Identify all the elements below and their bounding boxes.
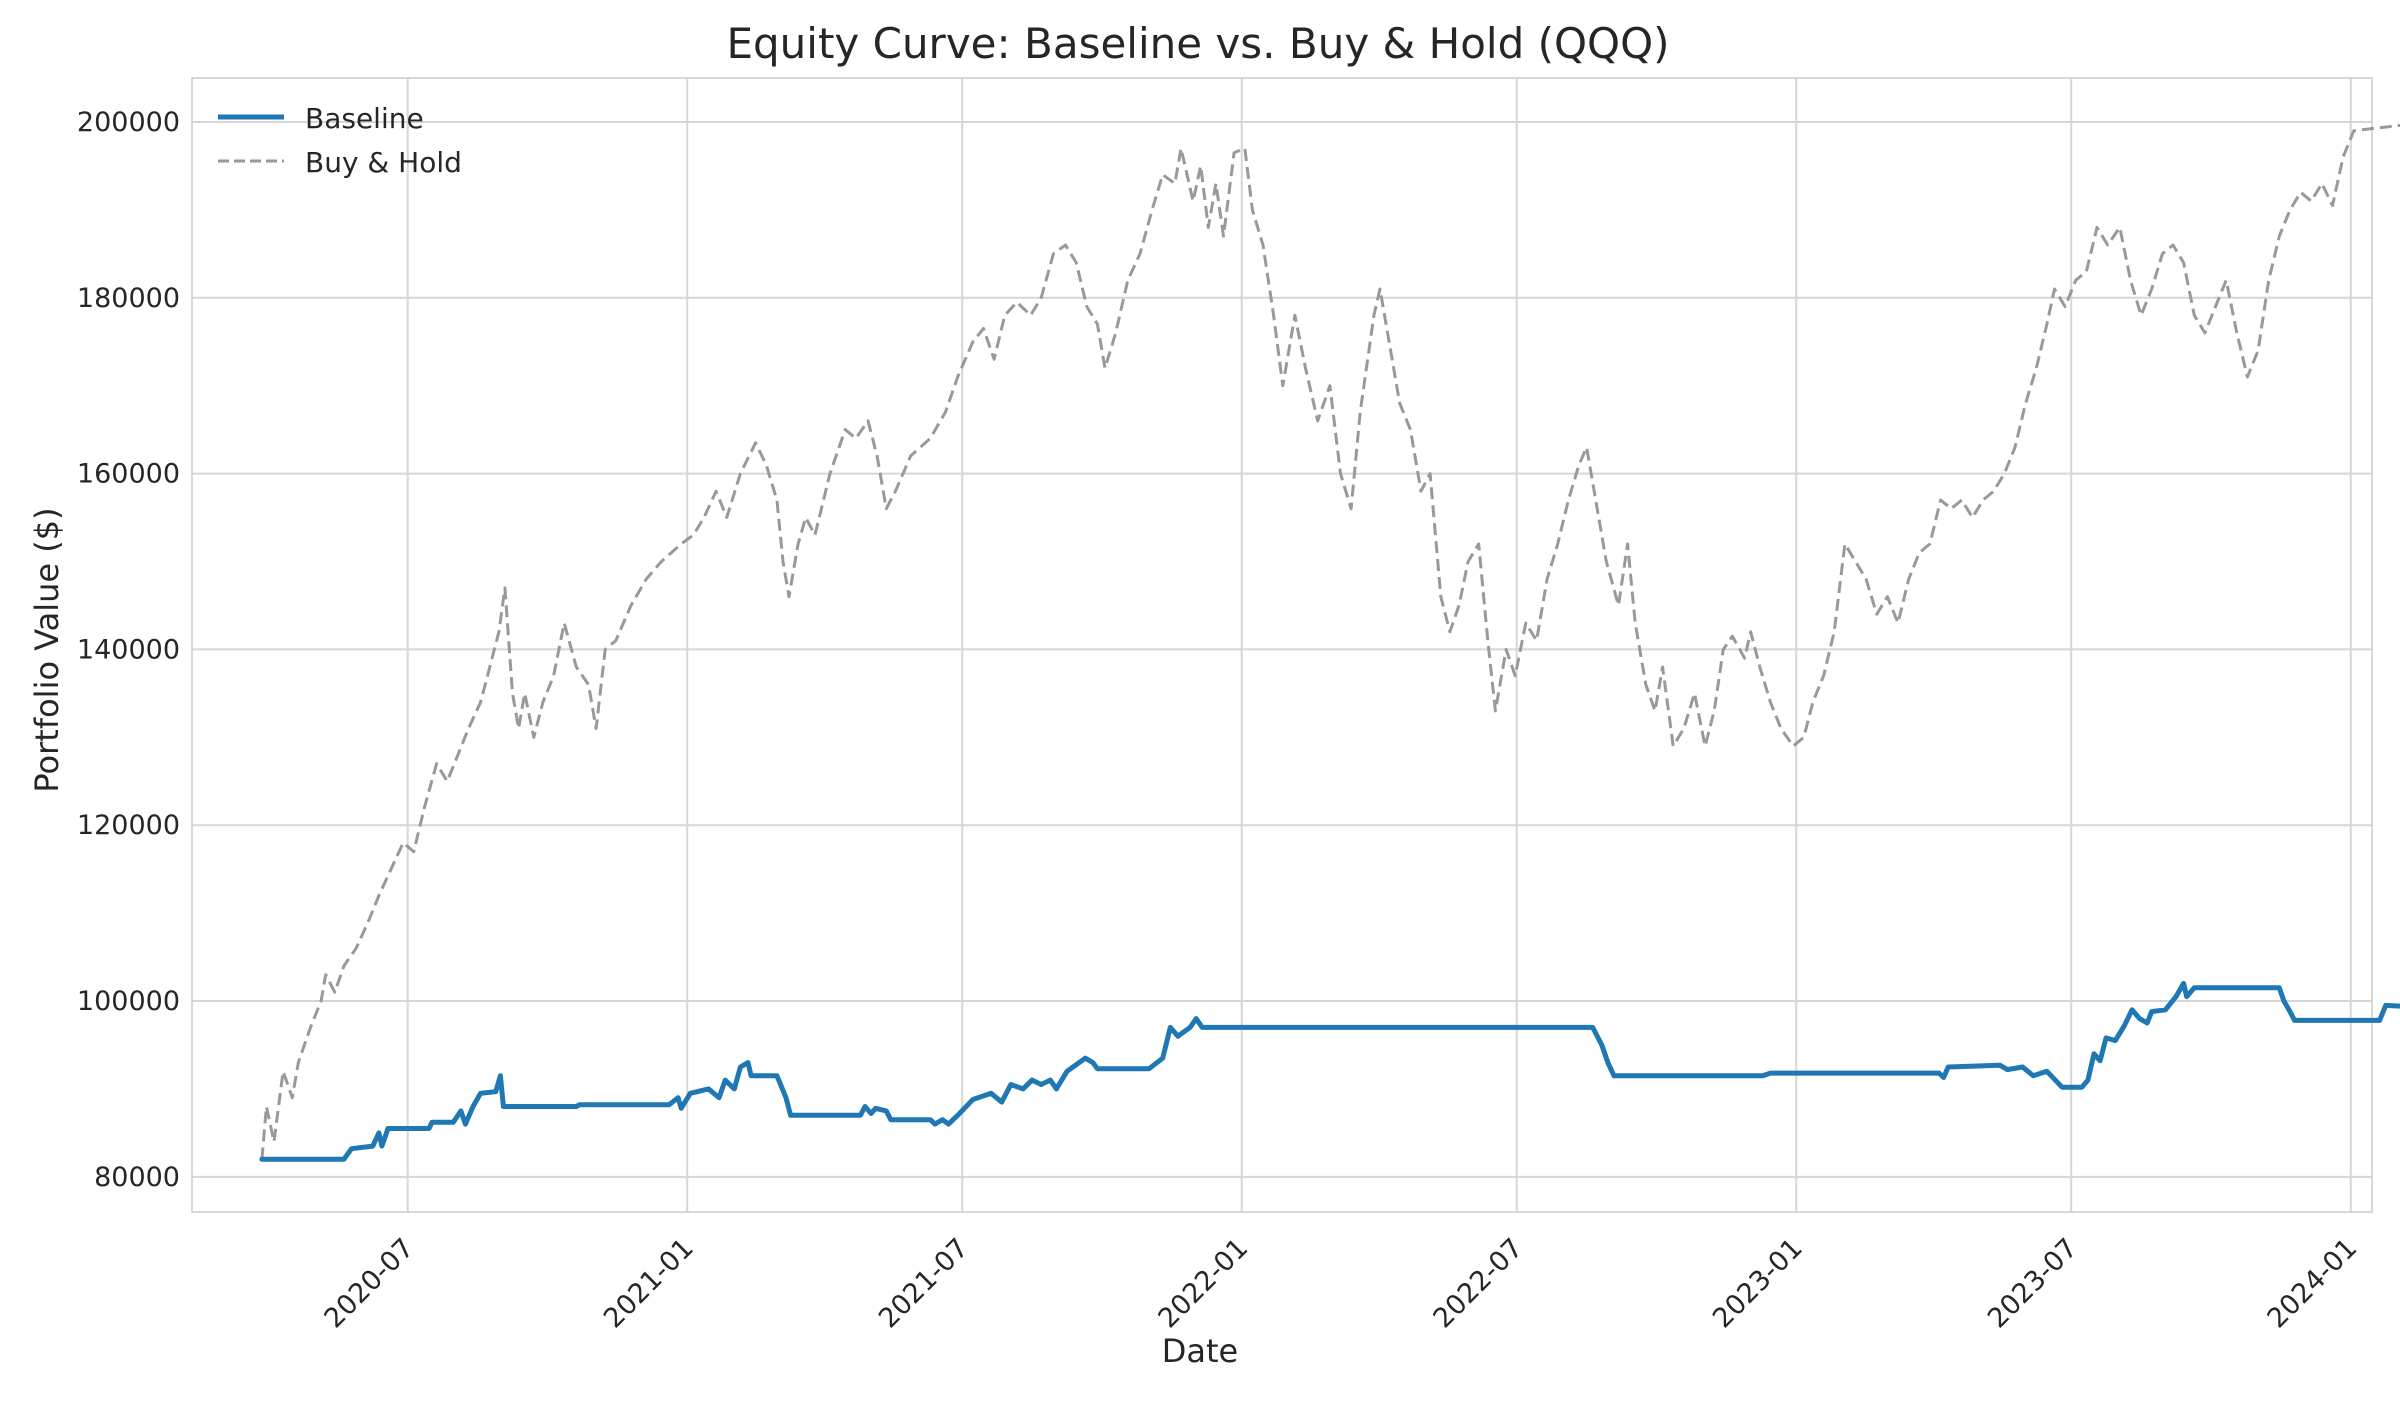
chart-title: Equity Curve: Baseline vs. Buy & Hold (Q… [726,19,1669,68]
y-tick-label: 140000 [77,634,180,665]
y-tick-label: 200000 [77,107,180,138]
legend: Baseline Buy & Hold [218,102,462,179]
y-axis-label: Portfolio Value ($) [28,507,66,792]
x-axis-label: Date [1162,1332,1238,1370]
y-tick-label: 100000 [77,986,180,1017]
plot-frame [191,77,2373,1213]
grid-lines [192,78,2372,1212]
y-tick-label: 160000 [77,459,180,490]
legend-baseline-label: Baseline [305,102,424,135]
y-tick-label: 120000 [77,810,180,841]
baseline-series-line [259,980,2400,1162]
buy-hold-series-line [260,123,2400,1160]
plot-area [192,78,2372,1212]
y-tick-label: 80000 [94,1162,180,1193]
series-layer [259,123,2400,1162]
y-tick-label: 180000 [77,283,180,314]
legend-buy-hold-label: Buy & Hold [305,146,462,179]
